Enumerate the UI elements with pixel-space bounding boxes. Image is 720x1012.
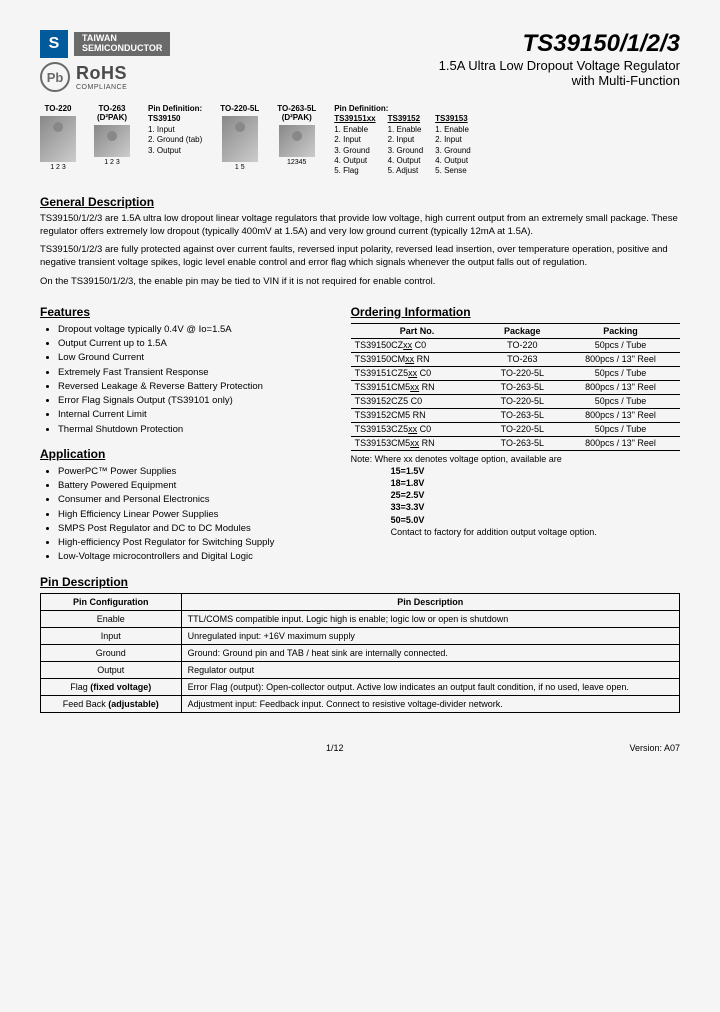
table-row: TS39151CZ5xx C0TO-220-5L50pcs / Tube: [351, 366, 680, 380]
header: S TAIWAN SEMICONDUCTOR Pb RoHS COMPLIANC…: [40, 30, 680, 92]
table-row: InputUnregulated input: +16V maximum sup…: [41, 627, 680, 644]
list-item: Dropout voltage typically 0.4V @ Io=1.5A: [58, 323, 321, 337]
features-list: Dropout voltage typically 0.4V @ Io=1.5A…: [58, 323, 321, 437]
features-heading: Features: [40, 305, 321, 319]
table-row: TS39152CM5 RNTO-263-5L800pcs / 13" Reel: [351, 408, 680, 422]
pin-description-heading: Pin Description: [40, 575, 680, 589]
subtitle-2: with Multi-Function: [439, 73, 680, 88]
package-to-220-5l: TO-220-5L 1 5: [220, 104, 259, 171]
list-item: Battery Powered Equipment: [58, 479, 321, 493]
package-to-220: TO-220 1 2 3: [40, 104, 76, 171]
list-item: Low-Voltage microcontrollers and Digital…: [58, 550, 321, 564]
list-item: High-efficiency Post Regulator for Switc…: [58, 536, 321, 550]
package-to-263-5l: TO-263-5L(D²PAK) 12345: [277, 104, 316, 166]
list-item: SMPS Post Regulator and DC to DC Modules: [58, 522, 321, 536]
list-item: Reversed Leakage & Reverse Battery Prote…: [58, 380, 321, 394]
title-block: TS39150/1/2/3 1.5A Ultra Low Dropout Vol…: [439, 30, 680, 88]
pindesc-col-desc: Pin Description: [181, 593, 679, 610]
table-row: GroundGround: Ground pin and TAB / heat …: [41, 644, 680, 661]
general-description-heading: General Description: [40, 195, 680, 209]
list-item: High Efficiency Linear Power Supplies: [58, 508, 321, 522]
list-item: Extremely Fast Transient Response: [58, 366, 321, 380]
pin-description-table: Pin Configuration Pin Description Enable…: [40, 593, 680, 713]
list-item: Thermal Shutdown Protection: [58, 423, 321, 437]
company-logo: S: [40, 30, 68, 58]
table-row: TS39150CZxx C0TO-22050pcs / Tube: [351, 338, 680, 352]
part-number-title: TS39150/1/2/3: [439, 30, 680, 58]
pindesc-col-config: Pin Configuration: [41, 593, 182, 610]
table-row: TS39152CZ5 C0TO-220-5L50pcs / Tube: [351, 394, 680, 408]
table-row: EnableTTL/COMS compatible input. Logic h…: [41, 610, 680, 627]
list-item: Internal Current Limit: [58, 408, 321, 422]
table-row: Feed Back (adjustable)Adjustment input: …: [41, 695, 680, 712]
table-row: TS39153CM5xx RNTO-263-5L800pcs / 13" Ree…: [351, 436, 680, 450]
list-item: Low Ground Current: [58, 351, 321, 365]
ordering-note: Note: Where xx denotes voltage option, a…: [351, 453, 680, 538]
list-item: Output Current up to 1.5A: [58, 337, 321, 351]
application-heading: Application: [40, 447, 321, 461]
table-row: OutputRegulator output: [41, 661, 680, 678]
application-list: PowerPC™ Power Supplies Battery Powered …: [58, 465, 321, 565]
order-col-part: Part No.: [351, 323, 484, 338]
subtitle-1: 1.5A Ultra Low Dropout Voltage Regulator: [439, 58, 680, 73]
list-item: PowerPC™ Power Supplies: [58, 465, 321, 479]
logo-group: S TAIWAN SEMICONDUCTOR Pb RoHS COMPLIANC…: [40, 30, 170, 92]
footer: 1/12 Version: A07: [40, 743, 680, 753]
ordering-table: Part No. Package Packing TS39150CZxx C0T…: [351, 323, 680, 451]
company-name: TAIWAN SEMICONDUCTOR: [74, 32, 170, 56]
order-col-packing: Packing: [561, 323, 680, 338]
general-p2: TS39150/1/2/3 are fully protected agains…: [40, 244, 680, 270]
pin-definition-1: Pin Definition: TS39150 1. Input 2. Grou…: [148, 104, 202, 156]
table-row: TS39151CM5xx RNTO-263-5L800pcs / 13" Ree…: [351, 380, 680, 394]
ordering-heading: Ordering Information: [351, 305, 680, 319]
packages-row: TO-220 1 2 3 TO-263(D²PAK) 1 2 3 Pin Def…: [40, 104, 680, 177]
list-item: Consumer and Personal Electronics: [58, 493, 321, 507]
pin-definition-2: Pin Definition: TS39151xx 1. Enable 2. I…: [334, 104, 471, 177]
page-number: 1/12: [326, 743, 344, 753]
general-p3: On the TS39150/1/2/3, the enable pin may…: [40, 276, 680, 289]
table-row: TS39150CMxx RNTO-263800pcs / 13" Reel: [351, 352, 680, 366]
table-row: Flag (fixed voltage)Error Flag (output):…: [41, 678, 680, 695]
rohs-label: RoHS COMPLIANCE: [76, 63, 127, 91]
general-p1: TS39150/1/2/3 are 1.5A ultra low dropout…: [40, 213, 680, 239]
version-label: Version: A07: [629, 743, 680, 753]
table-row: TS39153CZ5xx C0TO-220-5L50pcs / Tube: [351, 422, 680, 436]
order-col-package: Package: [484, 323, 562, 338]
list-item: Error Flag Signals Output (TS39101 only): [58, 394, 321, 408]
pb-badge: Pb: [40, 62, 70, 92]
package-to-263: TO-263(D²PAK) 1 2 3: [94, 104, 130, 166]
